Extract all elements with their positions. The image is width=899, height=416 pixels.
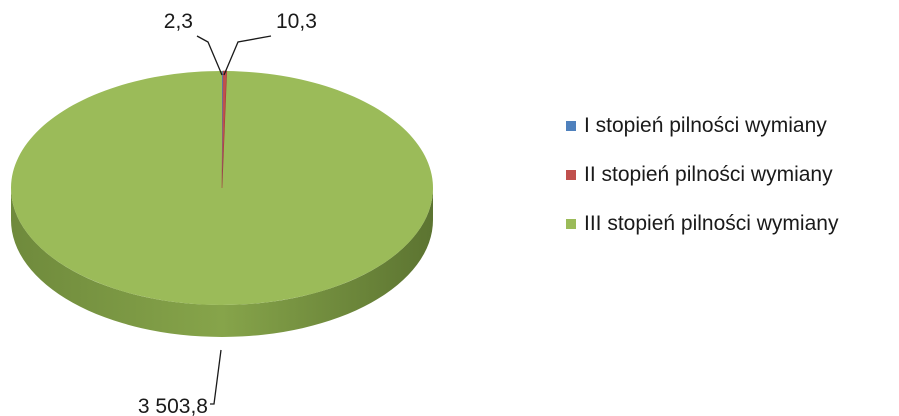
- legend-label-ii: II stopień pilności wymiany: [584, 163, 833, 186]
- legend-swatch-iii: [566, 219, 576, 229]
- legend-item-iii-stopien: III stopień pilności wymiany: [566, 210, 896, 237]
- pie-slice-ii: [221, 70, 228, 189]
- legend-item-i-stopien: I stopień pilności wymiany: [566, 112, 896, 139]
- legend-label-i: I stopień pilności wymiany: [584, 114, 827, 137]
- legend: I stopień pilności wymiany II stopień pi…: [566, 112, 896, 237]
- leader-line-ii: [223, 35, 272, 76]
- pie-slice-i: [222, 71, 223, 188]
- leader-line-i: [196, 35, 223, 76]
- legend-swatch-ii: [566, 170, 576, 180]
- data-label-i: 2,3: [164, 10, 193, 33]
- legend-label-iii: III stopień pilności wymiany: [584, 212, 839, 235]
- leader-line-iii: [210, 349, 222, 405]
- pie-side-wall-iii: [11, 188, 433, 337]
- data-label-iii: 3 503,8: [138, 395, 208, 416]
- legend-swatch-i: [566, 121, 576, 131]
- legend-item-ii-stopien: II stopień pilności wymiany: [566, 161, 896, 188]
- data-label-ii: 10,3: [276, 10, 317, 33]
